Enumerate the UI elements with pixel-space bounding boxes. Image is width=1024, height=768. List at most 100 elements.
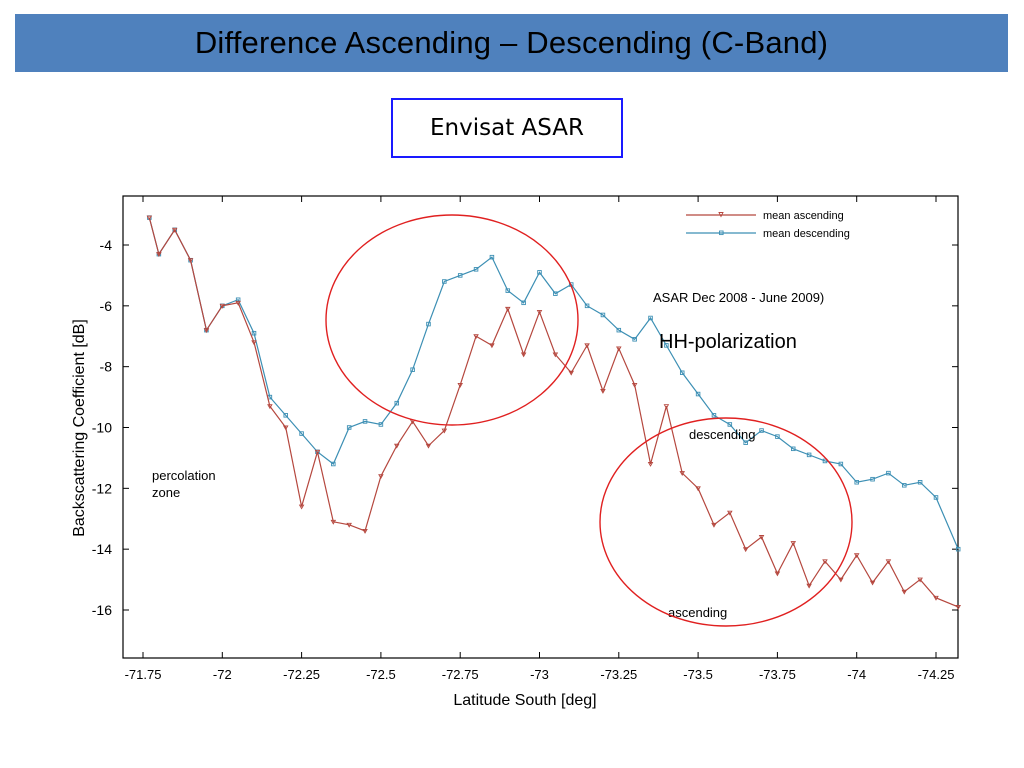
point-ascending — [425, 443, 432, 449]
point-ascending — [742, 547, 749, 553]
point-descending — [521, 300, 526, 306]
point-descending — [394, 400, 400, 406]
legend-marker-descending — [719, 230, 724, 236]
y-tick-label: -16 — [92, 602, 112, 618]
point-descending — [505, 288, 511, 293]
point-ascending — [346, 522, 352, 528]
point-ascending — [869, 580, 876, 586]
slide-title: Difference Ascending – Descending (C-Ban… — [194, 25, 829, 60]
y-tick-label: -10 — [92, 420, 112, 436]
point-descending — [632, 337, 637, 342]
point-ascending — [457, 382, 463, 388]
point-ascending — [806, 583, 812, 589]
point-ascending — [822, 559, 828, 565]
point-descending — [299, 431, 304, 436]
point-descending — [251, 330, 257, 336]
point-descending — [775, 434, 780, 439]
point-ascending — [146, 215, 153, 221]
annotation-descending: descending — [689, 427, 756, 442]
legend-label-ascending: mean ascending — [763, 210, 844, 222]
y-tick-label: -6 — [100, 298, 113, 314]
point-ascending — [171, 227, 178, 233]
point-ascending — [314, 449, 321, 455]
point-ascending — [901, 589, 908, 595]
point-descending — [442, 279, 447, 284]
x-axis-label: Latitude South [deg] — [453, 692, 596, 709]
series-line-descending — [148, 217, 959, 550]
point-ascending — [473, 334, 479, 340]
point-descending — [822, 458, 828, 464]
point-ascending — [584, 343, 590, 349]
point-descending — [537, 270, 542, 275]
point-ascending — [235, 300, 241, 306]
point-ascending — [663, 404, 670, 410]
point-ascending — [758, 535, 765, 540]
y-tick-label: -8 — [100, 359, 113, 375]
point-ascending — [838, 577, 844, 583]
series-line-ascending — [148, 217, 959, 608]
legend-marker-ascending — [718, 212, 724, 218]
point-descending — [664, 343, 669, 348]
x-tick-label: -73.25 — [600, 667, 637, 682]
point-descending — [695, 391, 701, 397]
point-descending — [473, 267, 479, 272]
point-ascending — [955, 605, 961, 610]
point-ascending — [917, 577, 923, 583]
point-descending — [457, 273, 463, 278]
slide-title-bar: Difference Ascending – Descending (C-Ban… — [15, 14, 1008, 72]
x-tick-label: -72.75 — [442, 667, 479, 682]
point-ascending — [330, 519, 337, 525]
point-descending — [616, 327, 622, 333]
point-ascending — [853, 553, 860, 559]
point-descending — [743, 440, 748, 445]
point-ascending — [156, 252, 162, 258]
highlight-ellipse-right — [599, 417, 853, 627]
x-tick-label: -71.75 — [125, 667, 162, 682]
point-ascending — [187, 258, 194, 264]
point-ascending — [520, 352, 527, 358]
x-tick-label: -73 — [530, 667, 549, 682]
x-tick-label: -72 — [213, 667, 232, 682]
y-axis-label: Backscattering Coefficient [dB] — [71, 319, 88, 537]
x-tick-label: -74 — [847, 667, 866, 682]
point-descending — [933, 495, 939, 500]
point-descending — [727, 422, 733, 427]
y-tick-label: -4 — [100, 237, 113, 253]
highlight-ellipse-middle — [325, 214, 579, 426]
point-ascending — [489, 343, 495, 349]
point-descending — [791, 446, 796, 452]
subtitle: Envisat ASAR — [430, 115, 584, 141]
point-descending — [759, 428, 764, 433]
point-descending — [346, 425, 352, 430]
point-descending — [838, 461, 844, 467]
point-descending — [711, 413, 717, 418]
point-descending — [600, 312, 606, 318]
point-descending — [870, 476, 875, 482]
x-tick-label: -74.25 — [918, 667, 955, 682]
point-ascending — [647, 462, 654, 467]
point-ascending — [552, 352, 559, 358]
point-descending — [378, 422, 384, 427]
point-ascending — [203, 328, 210, 334]
point-descending — [362, 419, 368, 424]
point-descending — [553, 291, 558, 296]
point-ascending — [790, 541, 797, 546]
point-ascending — [219, 303, 226, 309]
point-ascending — [282, 425, 289, 431]
point-descending — [410, 367, 415, 372]
point-descending — [854, 480, 859, 485]
point-ascending — [933, 595, 939, 601]
point-ascending — [885, 559, 892, 565]
point-ascending — [505, 306, 511, 312]
point-descending — [489, 254, 495, 260]
point-ascending — [298, 504, 305, 510]
point-descending — [426, 321, 431, 327]
point-ascending — [251, 340, 257, 346]
point-descending — [886, 470, 891, 476]
point-ascending — [362, 528, 368, 534]
point-descending — [806, 452, 812, 458]
point-ascending — [267, 404, 273, 410]
point-descending — [331, 461, 336, 467]
point-ascending — [378, 474, 384, 480]
